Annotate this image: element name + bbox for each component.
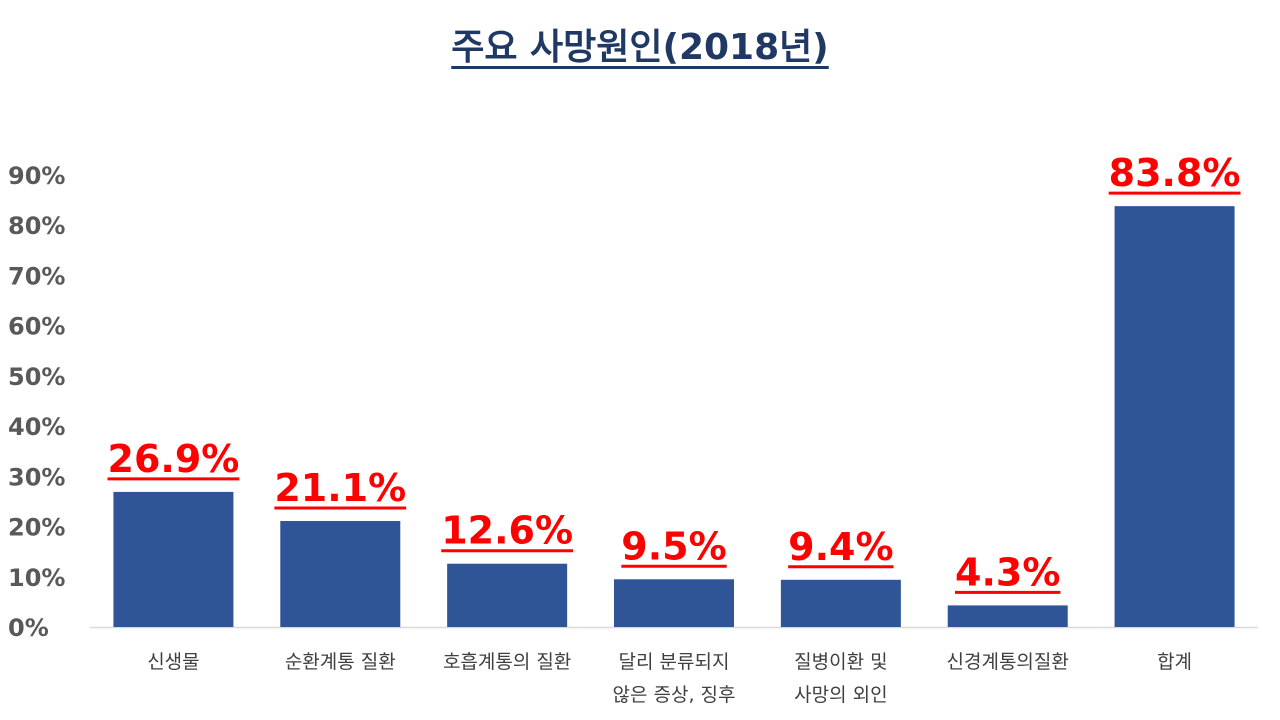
bar	[614, 579, 734, 627]
bar-value-label: 9.4%	[788, 525, 893, 569]
bars	[113, 206, 1235, 628]
x-category-label: 달리 분류되지	[619, 651, 730, 673]
bar-value-label: 83.8%	[1109, 151, 1241, 195]
x-category-label: 사망의 외인	[794, 684, 887, 706]
bar-value-label: 21.1%	[274, 466, 406, 510]
bar-value-label: 12.6%	[441, 509, 573, 553]
bar-value-label: 9.5%	[621, 524, 726, 568]
y-tick-label: 80%	[8, 212, 65, 240]
bar	[780, 579, 901, 627]
x-category-label: 합계	[1157, 651, 1192, 673]
x-category-label: 않은 증상, 징후	[613, 684, 736, 706]
x-category-label: 신경계통의질환	[947, 651, 1069, 673]
bar	[947, 605, 1068, 627]
y-tick-label: 90%	[8, 162, 65, 190]
x-category-label: 호흡계통의 질환	[443, 651, 571, 673]
y-tick-label: 50%	[8, 363, 65, 391]
y-tick-label: 60%	[8, 313, 65, 341]
bar	[1114, 206, 1235, 628]
y-tick-label: 70%	[8, 262, 65, 290]
y-tick-label: 10%	[8, 564, 65, 592]
bar	[280, 521, 401, 627]
x-category-label: 순환계통 질환	[285, 651, 396, 673]
y-tick-label: 30%	[8, 463, 65, 491]
y-axis: 0% 10% 20% 30% 40% 50% 60% 70% 80% 90%	[8, 162, 65, 642]
y-tick-label: 40%	[8, 413, 65, 441]
bar	[113, 491, 234, 627]
y-tick-label: 20%	[8, 514, 65, 542]
bar-value-label: 4.3%	[955, 550, 1060, 594]
y-tick-label: 0%	[8, 614, 49, 642]
chart-title: 주요 사망원인(2018년)	[451, 27, 829, 68]
x-category-label: 질병이환 및	[794, 651, 887, 673]
x-category-label: 신생물	[147, 651, 199, 673]
data-labels: 26.9% 21.1% 12.6% 9.5% 9.4% 4.3% 83.8%	[108, 151, 1241, 594]
bar-value-label: 26.9%	[108, 437, 240, 481]
bar	[447, 563, 568, 627]
